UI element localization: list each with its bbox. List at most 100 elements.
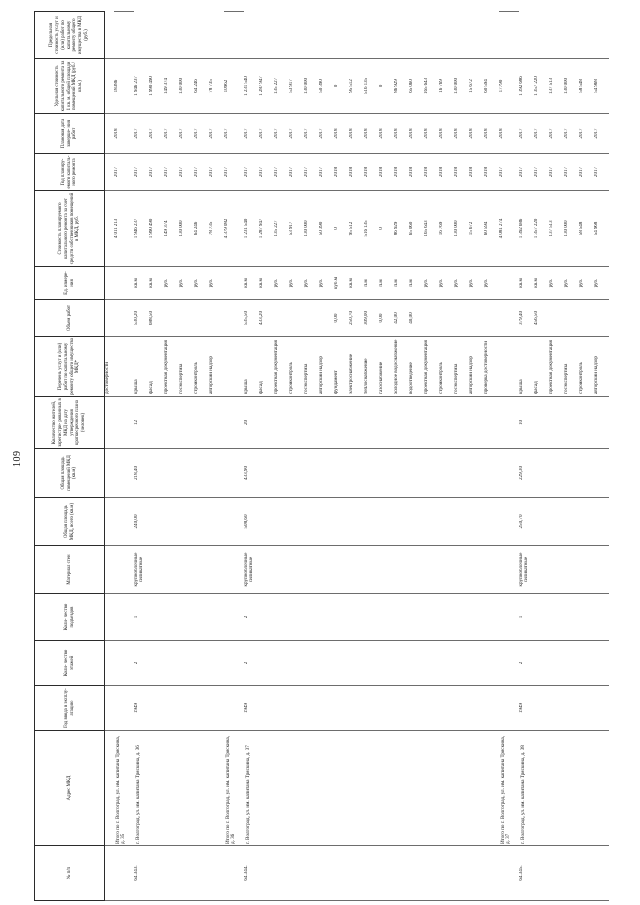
cell-unit: руб.: [563, 266, 579, 300]
cell-volume: 42,00: [393, 299, 409, 337]
cell-year: 2017: [273, 153, 289, 191]
cell-cost: 50 390: [318, 190, 334, 267]
cell-empty: [498, 396, 519, 449]
cell-empty: [498, 640, 519, 686]
cell-floors: 2: [243, 640, 499, 686]
cell-limit: 64 246: [193, 58, 209, 114]
cell-work_name: достоверности: [104, 336, 114, 397]
cell-unit: руб.: [593, 266, 609, 300]
cell-limit: 65 060: [408, 58, 424, 114]
cell-empty: [104, 640, 114, 686]
cell-unit: руб.: [163, 266, 179, 300]
cell-year: 2017: [243, 153, 259, 191]
cell-empty: [223, 545, 244, 594]
cell-work_name: фасад: [533, 336, 549, 397]
cell-cost: 165 643: [423, 190, 439, 267]
column-header-volume: Объем работ: [34, 299, 105, 337]
cell-year: 2017: [548, 153, 564, 191]
cell-limit: 54 968: [593, 58, 609, 114]
cell-num: [113, 845, 134, 901]
cell-year: 2017: [498, 153, 519, 191]
cell-year: 2018: [438, 153, 454, 191]
cell-empty: [113, 640, 134, 686]
cell-year: 2017: [148, 153, 164, 191]
cell-unit: руб.: [423, 266, 439, 300]
cell-volume: 309,00: [363, 299, 379, 337]
cell-cost: 65 060: [408, 190, 424, 267]
cell-work_name: крыша: [133, 336, 149, 397]
cell-work_name: стройконтроль: [288, 336, 304, 397]
cell-volume: [438, 299, 454, 337]
cell-cost: 95 512: [348, 190, 364, 267]
cell-area_total: 250,70: [518, 497, 609, 546]
cell-volume: [468, 299, 484, 337]
cell-empty: [104, 593, 114, 641]
cell-unit: руб.: [548, 266, 564, 300]
cell-year: 2017: [208, 153, 224, 191]
cell-floors: 2: [133, 640, 224, 686]
cell-unit: руб.: [438, 266, 454, 300]
cell-work_name: холодное водоснабжение: [393, 336, 409, 397]
cell-date: 2017: [178, 113, 194, 154]
cell-year: 2018: [363, 153, 379, 191]
cell-floors: 2: [518, 640, 609, 686]
cell-volume: [208, 299, 224, 337]
cell-year: 2017: [258, 153, 274, 191]
cell-unit: руб.: [178, 266, 194, 300]
cell-num: [223, 845, 244, 901]
cell-cost: 130 000: [178, 190, 194, 267]
cell-work_name: авторский надзор: [208, 336, 224, 397]
cell-unit: руб.: [483, 266, 499, 300]
cell-limit: 1 946 237: [133, 58, 149, 114]
cell-limit: 0: [378, 58, 394, 114]
cell-unit: п.м: [378, 266, 394, 300]
cell-empty: [498, 685, 519, 731]
cell-empty: [223, 396, 244, 449]
total-row: Итого по г. Волгоград, ул. им. капитана …: [113, 11, 134, 901]
cell-date: 2017: [163, 113, 179, 154]
cell-work_name: стройконтроль: [578, 336, 594, 397]
cell-year: 2018: [348, 153, 364, 191]
cell-year: 2017: [578, 153, 594, 191]
cell-year: 2017: [223, 153, 244, 191]
cell-empty: [113, 545, 134, 594]
cell-limit: 15 672: [468, 58, 484, 114]
cell-work_name: авторский надзор: [468, 336, 484, 397]
cell-limit: 16 769: [438, 58, 454, 114]
cell-limit: 0: [333, 58, 349, 114]
cell-area_premises: 218,40: [133, 448, 224, 498]
cell-residents: 12: [133, 396, 224, 449]
cell-date: 2018: [408, 113, 424, 154]
cell-work_name: крыша: [243, 336, 259, 397]
cell-limit: 130 000: [178, 58, 194, 114]
cell-unit_cost: 17790: [498, 58, 519, 114]
cell-work_name: госэкспертиза: [453, 336, 469, 397]
cell-limit: 130 000: [453, 58, 469, 114]
cell-work_name: стройконтроль: [438, 336, 454, 397]
cell-date: 2017: [548, 113, 564, 154]
cell-empty: [223, 336, 244, 397]
cell-date: 2017: [193, 113, 209, 154]
cell-unit: куб.м: [333, 266, 349, 300]
cell-cost: 53 917: [288, 190, 304, 267]
table-header-row: № п/п Адрес МКД Год ввода в эксплу- атацию…: [34, 11, 105, 901]
cell-empty: [498, 299, 519, 337]
cell-limit: [498, 11, 519, 59]
cell-year: 2017: [288, 153, 304, 191]
cell-date: 2017: [148, 113, 164, 154]
cell-cost: 1 990 490: [148, 190, 164, 267]
cell-volume: [593, 299, 609, 337]
column-header-walls: Материал стен: [34, 545, 105, 594]
cell-cost: 4 081 274: [498, 190, 519, 267]
cell-year: 2017: [113, 153, 134, 191]
cell-year: 2017: [518, 153, 534, 191]
cell-residents: 20: [243, 396, 499, 449]
cell-cost: 1 231 540: [243, 190, 259, 267]
column-header-entrances: Коли- чество подъездов: [34, 593, 105, 641]
cell-volume: 535,50: [243, 299, 259, 337]
cell-volume: 530,20: [133, 299, 149, 337]
column-header-date: Плановая дата заверше- ния работ: [34, 113, 105, 154]
cell-empty: [104, 497, 114, 546]
cell-date: 2018: [483, 113, 499, 154]
cell-entrances: 1: [518, 593, 609, 641]
